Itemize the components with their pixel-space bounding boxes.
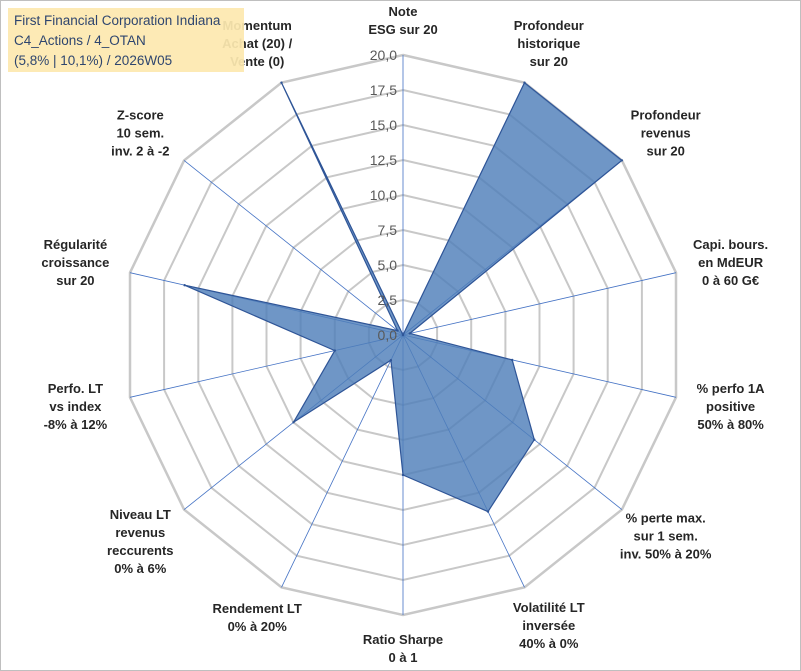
axis-label-line: revenus — [641, 126, 691, 141]
axis-label-line: Régularité — [44, 237, 108, 252]
axis-label-line: en MdEUR — [698, 255, 764, 270]
company-name: First Financial Corporation Indiana — [14, 13, 221, 28]
axis-label-line: Profondeur — [631, 108, 701, 123]
axis-label-line: sur 20 — [530, 54, 568, 69]
axis-label-line: 0 à 1 — [389, 650, 418, 665]
tick-label: 5,0 — [378, 257, 398, 273]
axis-label-line: historique — [517, 36, 580, 51]
portfolio-category: C4_Actions / 4_OTAN — [14, 33, 146, 48]
axis-label-line: 0% à 20% — [228, 619, 288, 634]
axis-label-line: sur 20 — [56, 273, 94, 288]
data-point — [620, 159, 624, 162]
axis-label-line: Profondeur — [514, 18, 584, 33]
axis-label: Capi. bours. en MdEUR 0 à 60 G€ — [693, 237, 768, 288]
data-point — [401, 473, 405, 477]
axis-label: Niveau LT revenus reccurents 0% à 6% — [107, 507, 173, 576]
axis-label: % perfo 1A positive 50% à 80% — [697, 381, 766, 432]
axis-label-line: inversée — [522, 618, 575, 633]
axis-label: Volatilité LT inversée 40% à 0% — [513, 600, 585, 651]
tick-label: 2,5 — [378, 292, 398, 308]
axis-label: Perfo. LT vs index -8% à 12% — [44, 381, 108, 432]
axis-label: Profondeur revenus sur 20 — [631, 108, 701, 159]
tick-label: 20,0 — [370, 47, 397, 63]
axis-label-line: revenus — [115, 525, 165, 540]
axis-label-line: Note — [389, 4, 418, 19]
axis-spoke — [281, 334, 404, 588]
tick-label: 0,0 — [378, 327, 398, 343]
data-point — [486, 510, 490, 513]
axis-label-line: Capi. bours. — [693, 237, 768, 252]
axis-label-line: % perte max. — [626, 510, 706, 525]
axis-label-line: inv. 2 à -2 — [111, 144, 169, 159]
axis-label-line: -8% à 12% — [44, 417, 108, 432]
axis-label-line: inv. 50% à 20% — [620, 546, 712, 561]
axis-label-line: positive — [706, 399, 755, 414]
axis-label-line: Perfo. LT — [48, 381, 103, 396]
data-point — [511, 358, 514, 362]
axis-label-line: sur 20 — [647, 144, 685, 159]
axis-label-line: Volatilité LT — [513, 600, 585, 615]
data-point — [333, 349, 336, 352]
tick-label: 7,5 — [378, 222, 398, 238]
axis-label-line: sur 1 sem. — [634, 528, 698, 543]
axis-label-line: Rendement LT — [213, 601, 302, 616]
data-point — [401, 333, 405, 337]
data-point — [408, 332, 411, 335]
axis-label-line: Z-score — [117, 108, 164, 123]
radial-tick-labels: 0,0 2,5 5,0 7,5 10,0 12,5 15,0 17,5 20,0 — [370, 47, 397, 343]
radar-series — [183, 81, 624, 513]
data-point — [389, 359, 393, 362]
axis-label-line: reccurents — [107, 543, 173, 558]
axis-label-line: 0% à 6% — [114, 561, 166, 576]
axis-label-line: croissance — [41, 255, 109, 270]
axis-label: Ratio Sharpe 0 à 1 — [363, 632, 443, 665]
data-point — [533, 438, 536, 441]
data-point — [396, 329, 399, 332]
tick-label: 12,5 — [370, 152, 397, 168]
axis-labels: Note ESG sur 20 Profondeur historique sur 20… — [41, 4, 768, 665]
axis-label-line: ESG sur 20 — [368, 22, 437, 37]
tick-label: 10,0 — [370, 187, 397, 203]
axis-label: Régularité croissance sur 20 — [41, 237, 109, 288]
data-point — [523, 81, 526, 84]
data-point — [280, 81, 283, 84]
data-point — [292, 421, 295, 424]
axis-label-line: 40% à 0% — [519, 636, 579, 651]
tick-label: 15,0 — [370, 117, 397, 133]
axis-label-line: 0 à 60 G€ — [702, 273, 759, 288]
data-point — [183, 284, 186, 287]
axis-spoke — [183, 160, 404, 336]
axis-label-line: 10 sem. — [116, 126, 164, 141]
tick-label: 17,5 — [370, 82, 397, 98]
axis-label: Note ESG sur 20 — [368, 4, 437, 37]
axis-label: % perte max. sur 1 sem. inv. 50% à 20% — [620, 510, 712, 561]
info-box: First Financial Corporation Indiana C4_A… — [8, 8, 244, 72]
axis-label: Z-score 10 sem. inv. 2 à -2 — [111, 108, 169, 159]
axis-label-line: Niveau LT — [110, 507, 171, 522]
axis-label: Rendement LT 0% à 20% — [213, 601, 302, 634]
performance-week: (5,8% | 10,1%) / 2026W05 — [14, 53, 173, 68]
axis-label-line: % perfo 1A — [697, 381, 766, 396]
axis-label-line: Ratio Sharpe — [363, 632, 443, 647]
axis-label: Profondeur historique sur 20 — [514, 18, 584, 69]
axis-label-line: 50% à 80% — [697, 417, 764, 432]
axis-label-line: vs index — [49, 399, 102, 414]
axis-spoke — [402, 272, 677, 336]
